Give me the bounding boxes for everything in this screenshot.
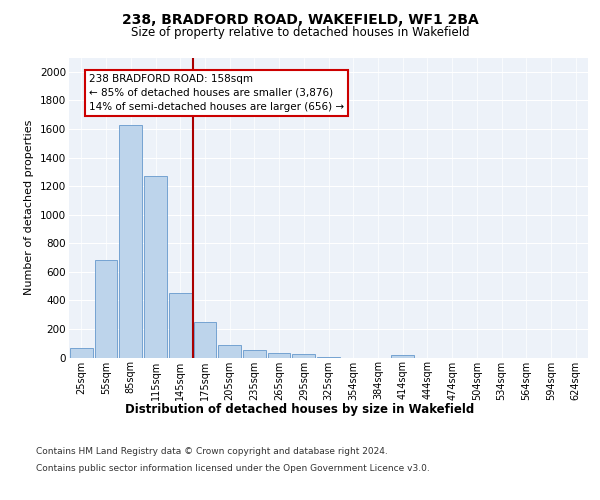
Bar [144, 176, 167, 358]
Text: Distribution of detached houses by size in Wakefield: Distribution of detached houses by size … [125, 402, 475, 415]
Bar [95, 260, 118, 358]
Bar [70, 348, 93, 358]
Bar [268, 353, 290, 358]
Text: Contains public sector information licensed under the Open Government Licence v3: Contains public sector information licen… [36, 464, 430, 473]
Bar [243, 350, 266, 358]
Bar [391, 354, 414, 358]
Text: 238, BRADFORD ROAD, WAKEFIELD, WF1 2BA: 238, BRADFORD ROAD, WAKEFIELD, WF1 2BA [122, 12, 478, 26]
Bar [218, 344, 241, 358]
Bar [119, 124, 142, 358]
Bar [292, 354, 315, 358]
Bar [169, 293, 191, 358]
Bar [194, 322, 216, 358]
Text: 238 BRADFORD ROAD: 158sqm
← 85% of detached houses are smaller (3,876)
14% of se: 238 BRADFORD ROAD: 158sqm ← 85% of detac… [89, 74, 344, 112]
Text: Size of property relative to detached houses in Wakefield: Size of property relative to detached ho… [131, 26, 469, 39]
Bar [317, 357, 340, 358]
Text: Contains HM Land Registry data © Crown copyright and database right 2024.: Contains HM Land Registry data © Crown c… [36, 448, 388, 456]
Y-axis label: Number of detached properties: Number of detached properties [25, 120, 34, 295]
